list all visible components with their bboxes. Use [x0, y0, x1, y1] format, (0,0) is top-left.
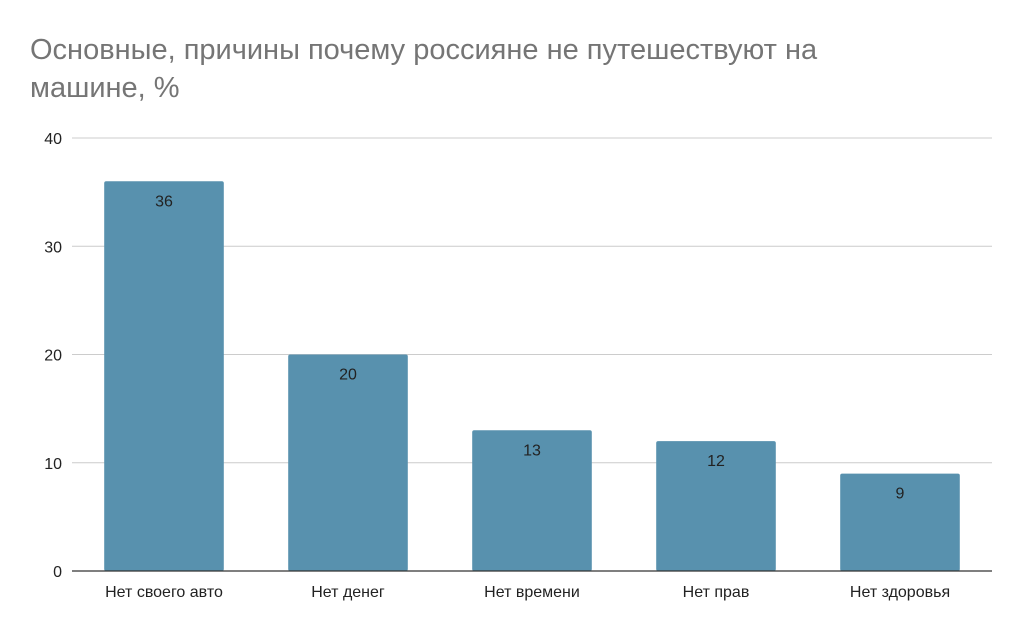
bar	[288, 354, 408, 571]
data-label: 9	[896, 486, 905, 503]
bar	[472, 430, 592, 571]
x-tick-label: Нет времени	[484, 584, 580, 601]
x-axis: Нет своего авто Нет денег Нет времени Нет п…	[72, 570, 992, 601]
bar	[656, 441, 776, 571]
bar	[840, 473, 960, 571]
x-tick-label: Нет прав	[683, 584, 750, 601]
y-tick-label: 30	[44, 239, 62, 256]
x-tick-label: Нет здоровья	[850, 584, 950, 601]
bars: 36 20 13 12 9	[104, 181, 960, 572]
data-label: 13	[523, 442, 541, 459]
chart-title: Основные, причины почему россияне не пут…	[30, 34, 818, 104]
x-tick-label: Нет денег	[311, 584, 385, 601]
y-tick-label: 10	[44, 456, 62, 473]
data-label: 36	[155, 193, 173, 210]
y-tick-label: 20	[44, 348, 62, 365]
x-tick-label: Нет своего авто	[105, 584, 223, 601]
data-label: 20	[339, 367, 357, 384]
y-tick-label: 0	[53, 564, 62, 581]
bar	[104, 181, 224, 572]
y-tick-label: 40	[44, 131, 62, 148]
data-label: 12	[707, 453, 725, 470]
y-axis: 0 10 20 30 40	[44, 131, 62, 581]
